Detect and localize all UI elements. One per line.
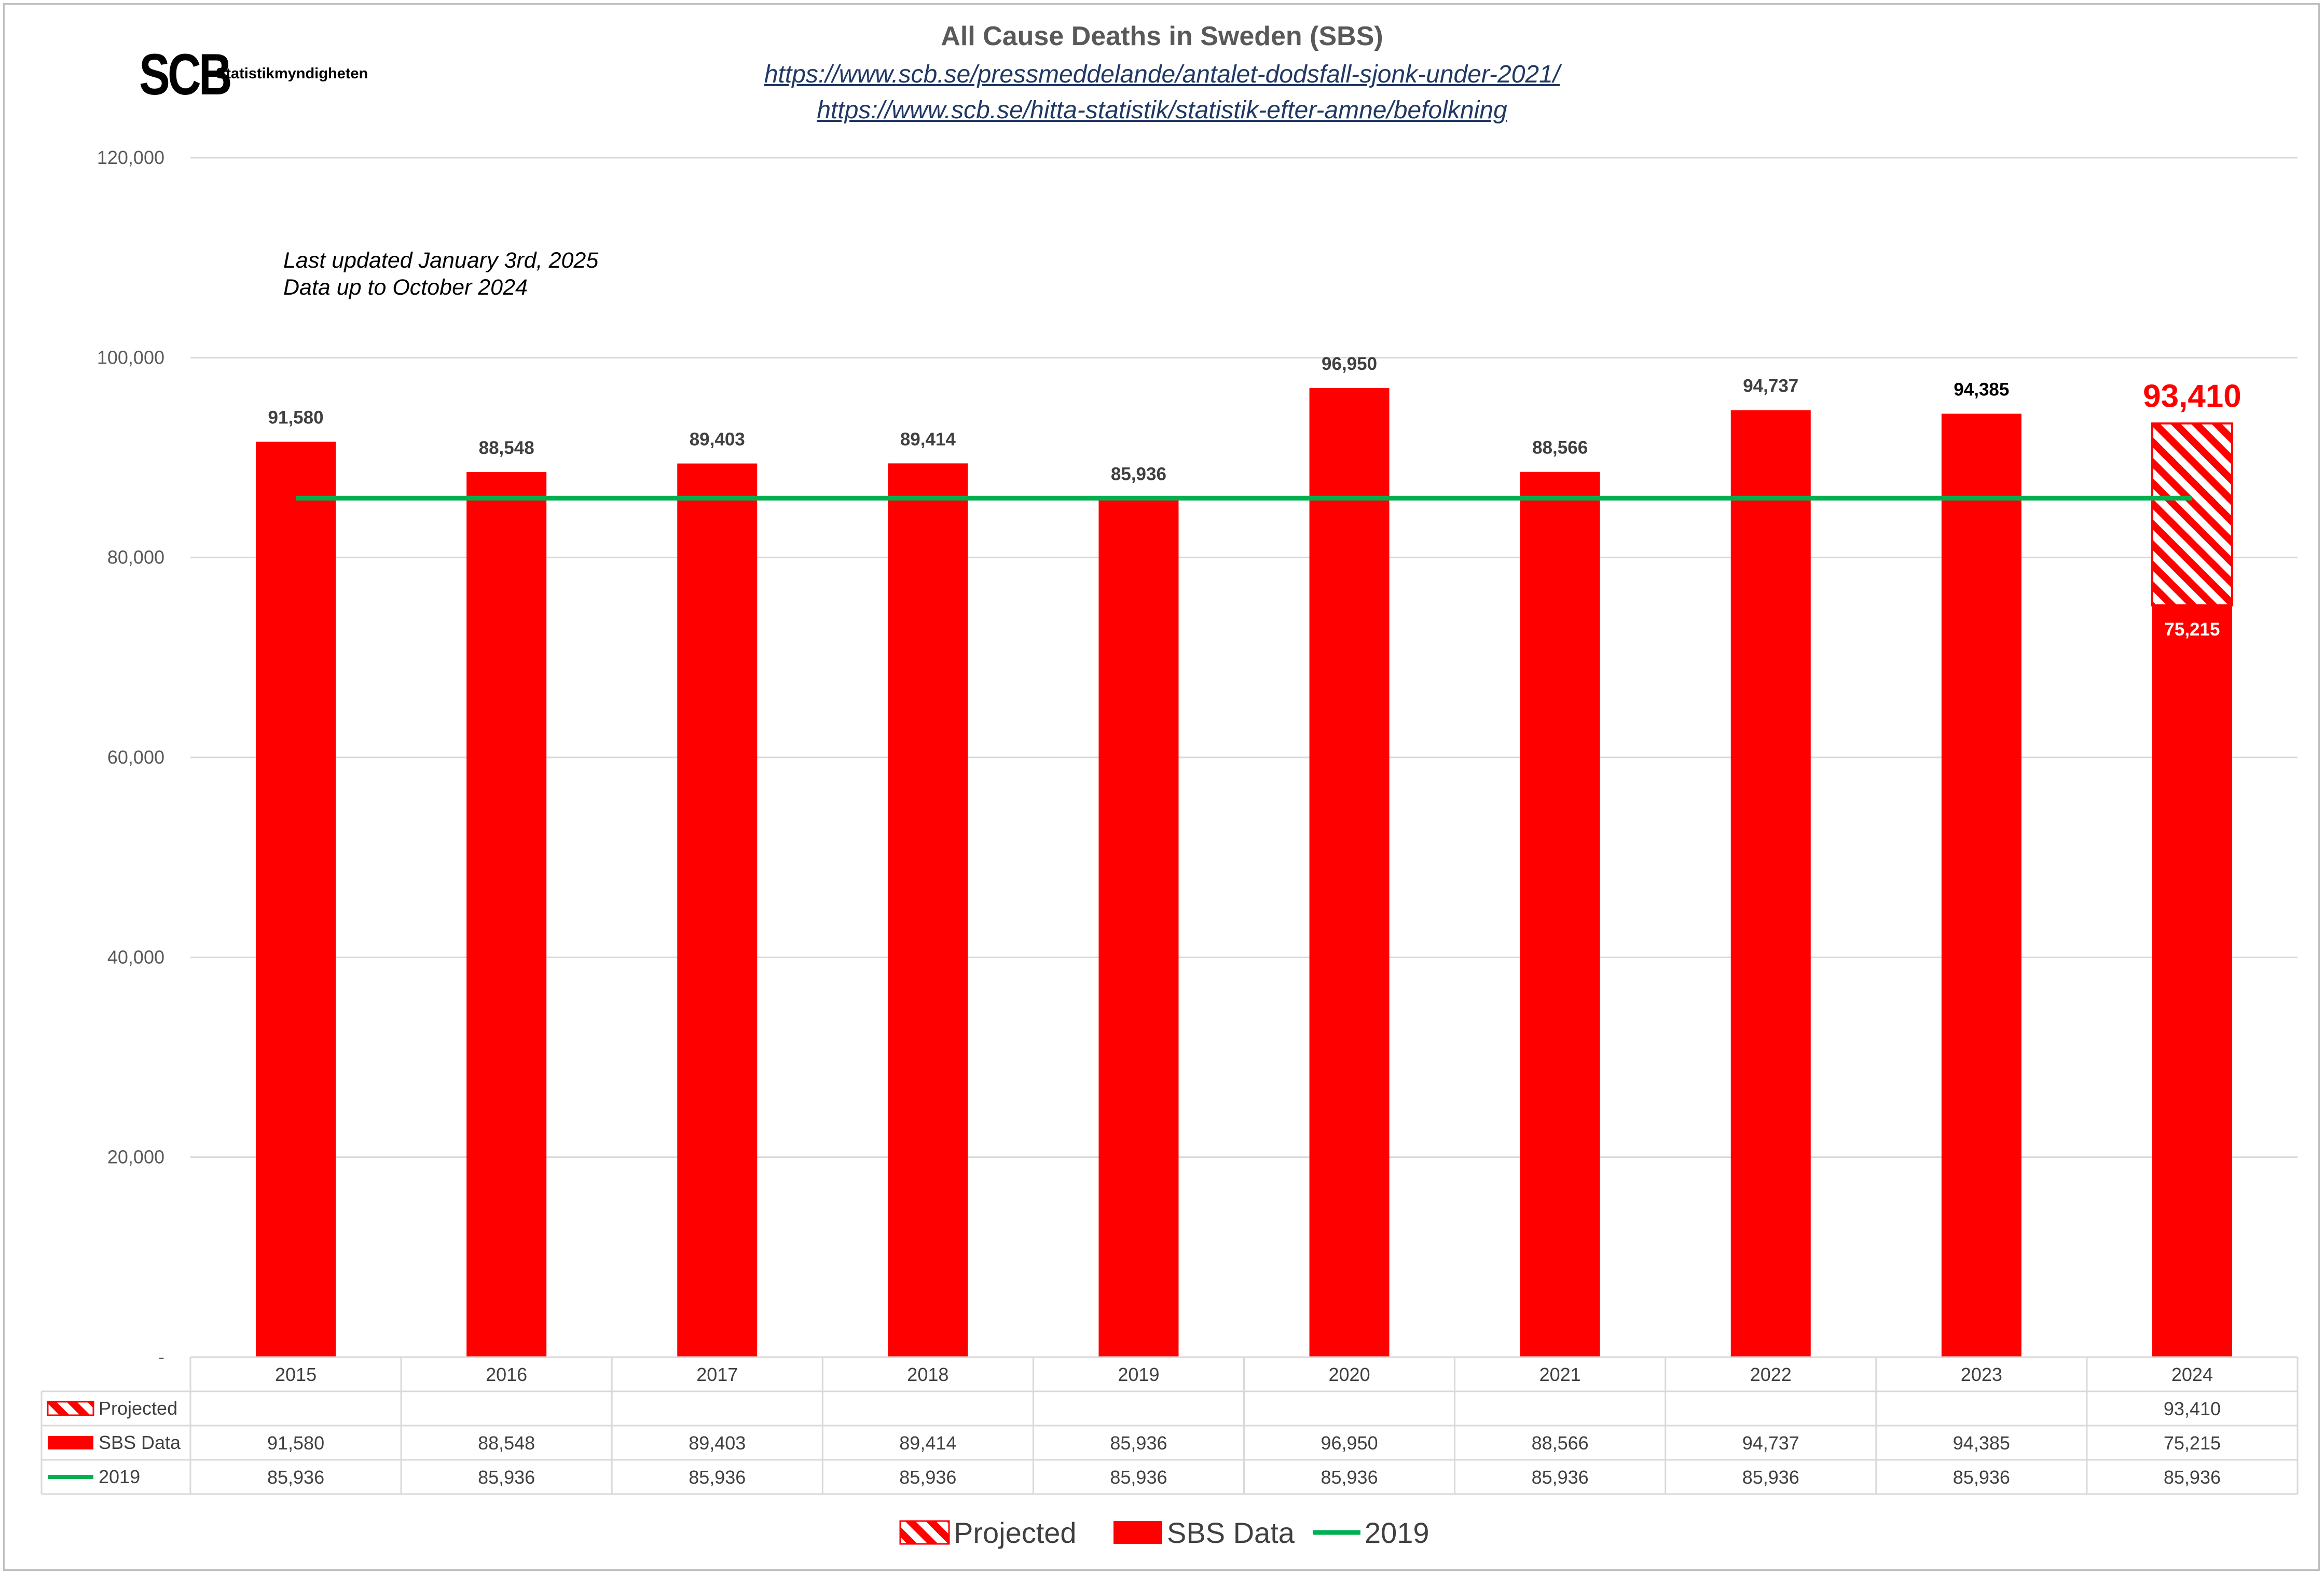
y-tick-label: 40,000 <box>107 946 164 968</box>
x-category-label: 2024 <box>2171 1364 2213 1385</box>
legend-key-sbs-data <box>1113 1521 1162 1544</box>
note-last-updated: Last updated January 3rd, 2025 <box>283 248 599 273</box>
bar-sbs-data <box>888 463 968 1357</box>
x-category-label: 2021 <box>1539 1364 1581 1385</box>
table-legend-key-projected <box>47 1401 94 1416</box>
table-legend-key-sbs-data <box>48 1436 93 1449</box>
legend-label-sbs-data: SBS Data <box>1167 1516 1295 1549</box>
data-label-sbs: 91,580 <box>268 408 324 428</box>
bar-sbs-data <box>1309 388 1390 1357</box>
chart-title: All Cause Deaths in Sweden (SBS) <box>941 21 1383 51</box>
table-cell: 89,414 <box>899 1432 956 1454</box>
table-cell: 85,936 <box>1742 1467 1799 1488</box>
bar-sbs-data <box>1730 410 1811 1357</box>
x-category-label: 2015 <box>275 1364 317 1385</box>
x-category-label: 2017 <box>696 1364 738 1385</box>
data-label-sbs: 88,566 <box>1532 438 1588 458</box>
legend-label-2019: 2019 <box>1365 1516 1429 1549</box>
data-label-sbs: 94,737 <box>1743 376 1798 396</box>
table-cell: 75,215 <box>2164 1432 2221 1454</box>
legend-key-projected <box>899 1520 950 1545</box>
data-label-sbs: 89,414 <box>900 429 956 449</box>
table-cell: 94,737 <box>1742 1432 1799 1454</box>
y-tick-label: 60,000 <box>107 747 164 768</box>
bar-sbs-data <box>1520 472 1600 1357</box>
table-cell: 85,936 <box>1110 1467 1167 1488</box>
y-tick-label: - <box>158 1346 164 1367</box>
table-cell: 85,936 <box>267 1467 324 1488</box>
y-tick-label: 120,000 <box>97 147 164 168</box>
table-cell: 85,936 <box>1321 1467 1378 1488</box>
table-row-header: SBS Data <box>99 1432 181 1453</box>
logo-name: Statistikmyndigheten <box>216 65 368 82</box>
bar-sbs-data <box>1941 413 2022 1358</box>
data-label-sbs: 89,403 <box>690 430 745 450</box>
table-cell: 93,410 <box>2164 1398 2221 1419</box>
table-cell: 94,385 <box>1953 1432 2010 1454</box>
bar-sbs-data <box>677 463 758 1357</box>
table-cell: 91,580 <box>267 1432 324 1454</box>
y-tick-label: 80,000 <box>107 547 164 568</box>
x-category-label: 2020 <box>1329 1364 1370 1385</box>
x-category-label: 2023 <box>1961 1364 2002 1385</box>
bar-sbs-data <box>256 441 336 1358</box>
table-cell: 85,936 <box>2164 1467 2221 1488</box>
data-label-sbs: 94,385 <box>1954 380 2009 400</box>
table-cell: 85,936 <box>1532 1467 1589 1488</box>
bar-projected <box>2151 422 2233 606</box>
table-cell: 89,403 <box>689 1432 746 1454</box>
data-label-sbs: 75,215 <box>2164 619 2220 640</box>
bar-sbs-data <box>1098 498 1179 1357</box>
data-label-projected: 93,410 <box>2143 378 2242 414</box>
table-cell: 85,936 <box>478 1467 535 1488</box>
legend-label-projected: Projected <box>954 1516 1077 1549</box>
table-cell: 96,950 <box>1321 1432 1378 1454</box>
bar-sbs-data <box>2152 605 2232 1357</box>
table-cell: 88,548 <box>478 1432 535 1454</box>
data-label-sbs: 85,936 <box>1111 464 1166 484</box>
table-cell: 88,566 <box>1532 1432 1589 1454</box>
source-link-1[interactable]: https://www.scb.se/pressmeddelande/antal… <box>764 61 1560 88</box>
x-category-label: 2019 <box>1118 1364 1159 1385</box>
logo-mark: SCB <box>139 42 232 107</box>
table-row-header: Projected <box>99 1398 177 1419</box>
note-data-range: Data up to October 2024 <box>283 275 528 300</box>
x-category-label: 2018 <box>907 1364 948 1385</box>
table-cell: 85,936 <box>1953 1467 2010 1488</box>
x-category-label: 2016 <box>486 1364 527 1385</box>
table-row-header: 2019 <box>99 1466 140 1487</box>
table-cell: 85,936 <box>689 1467 746 1488</box>
data-label-sbs: 96,950 <box>1322 354 1377 374</box>
y-tick-label: 100,000 <box>97 347 164 368</box>
x-category-label: 2022 <box>1750 1364 1792 1385</box>
scb-logo: SCB Statistikmyndigheten <box>139 42 368 107</box>
source-link-2[interactable]: https://www.scb.se/hitta-statistik/stati… <box>817 96 1507 124</box>
table-cell: 85,936 <box>1110 1432 1167 1454</box>
table-cell: 85,936 <box>899 1467 956 1488</box>
data-label-sbs: 88,548 <box>479 438 534 458</box>
y-tick-label: 20,000 <box>107 1146 164 1168</box>
bar-sbs-data <box>466 472 547 1357</box>
